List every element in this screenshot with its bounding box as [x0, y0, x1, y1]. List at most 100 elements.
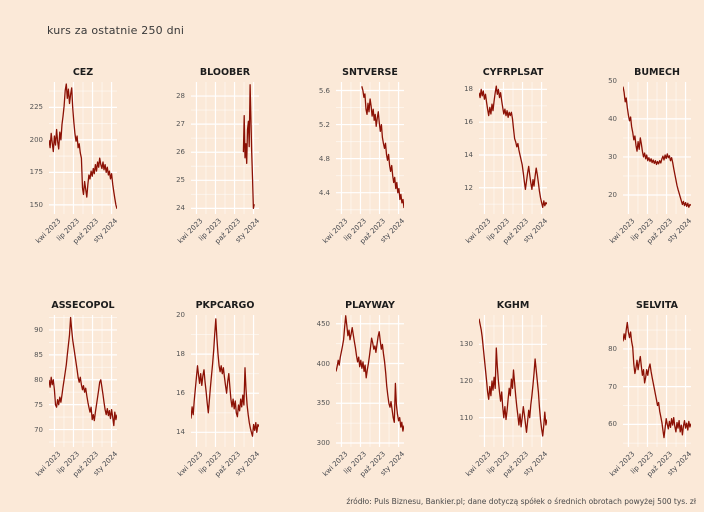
y-tick-label: 175 — [29, 168, 43, 177]
chart-playway: PLAYWAY 300 350 400 450 kwi 2023 lip 2023 paź 2… — [306, 293, 418, 483]
y-tick-label: 12 — [464, 183, 473, 192]
y-tick-label: 70 — [608, 382, 617, 391]
y-tick-label: 225 — [29, 103, 43, 112]
x-axis-labels: kwi 2023 lip 2023 paź 2023 sty 2024 — [593, 447, 704, 483]
y-tick-label: 20 — [608, 191, 617, 199]
y-tick-label: 14 — [464, 151, 473, 159]
chart-cez: CEZ 150 175 200 225 kwi 2023 lip 2023 paź 2023 s… — [19, 60, 131, 250]
y-tick-label: 110 — [459, 413, 473, 422]
chart-title: CEZ — [72, 67, 94, 78]
chart-plot — [479, 82, 547, 214]
y-tick-label: 400 — [316, 359, 330, 368]
chart-title: CYFRPLSAT — [482, 67, 544, 78]
price-line — [242, 84, 255, 210]
x-axis-labels: kwi 2023 lip 2023 paź 2023 sty 2024 — [19, 447, 131, 483]
y-tick-label: 4.8 — [318, 154, 330, 163]
x-axis-labels: kwi 2023 lip 2023 paź 2023 sty 2024 — [161, 214, 273, 250]
plot-area: 110 120 130 — [449, 315, 561, 447]
y-tick-label: 350 — [316, 399, 330, 408]
y-tick-label: 300 — [316, 439, 330, 447]
price-line — [336, 315, 404, 432]
y-tick-label: 18 — [176, 350, 185, 359]
price-line — [623, 321, 691, 439]
y-tick-label: 80 — [34, 375, 43, 384]
plot-area: 12 14 16 18 — [449, 82, 561, 214]
y-tick-label: 50 — [608, 76, 617, 85]
chart-plot — [49, 82, 117, 214]
y-tick-label: 25 — [176, 176, 185, 185]
y-tick-label: 130 — [459, 340, 473, 349]
chart-title: PKPCARGO — [195, 300, 255, 311]
x-tick-label: kwi 2023 — [320, 450, 350, 479]
chart-pkpcargo: PKPCARGO 14 16 18 20 kwi 2023 lip 2023 paź 2023… — [161, 293, 273, 483]
price-line — [191, 318, 259, 437]
chart-title: PLAYWAY — [345, 300, 395, 311]
y-tick-label: 60 — [608, 420, 617, 429]
y-tick-label: 75 — [34, 400, 43, 409]
y-tick-label: 150 — [29, 200, 43, 209]
y-tick-label: 85 — [34, 350, 43, 359]
plot-area: 300 350 400 450 — [306, 315, 418, 447]
plot-area: 150 175 200 225 — [19, 82, 131, 214]
x-axis-labels: kwi 2023 lip 2023 paź 2023 sty 2024 — [306, 447, 418, 483]
y-tick-label: 14 — [176, 428, 185, 437]
y-tick-label: 26 — [176, 148, 185, 157]
chart-title: BLOOBER — [199, 67, 251, 78]
plot-area: 20 30 40 50 — [593, 77, 704, 214]
y-tick-label: 120 — [459, 377, 473, 385]
chart-plot — [336, 82, 404, 214]
chart-plot — [191, 82, 259, 214]
chart-sntverse: SNTVERSE 4.4 4.8 5.2 5.6 kwi 2023 lip 2023 paź … — [306, 60, 418, 250]
page-title: kurs za ostatnie 250 dni — [47, 24, 185, 37]
x-tick-label: kwi 2023 — [33, 217, 63, 246]
chart-plot — [49, 315, 117, 447]
y-tick-label: 4.4 — [318, 188, 330, 197]
y-tick-label: 28 — [176, 92, 185, 100]
price-line — [479, 318, 547, 437]
y-tick-label: 450 — [316, 319, 330, 328]
x-axis-labels: kwi 2023 lip 2023 paź 2023 sty 2024 — [449, 447, 561, 483]
price-line — [479, 85, 547, 209]
chart-title: SNTVERSE — [342, 67, 398, 78]
y-tick-label: 40 — [608, 114, 617, 123]
chart-selvita: SELVITA 60 70 80 kwi 2023 lip 2023 paź 2023 sty… — [593, 293, 704, 483]
y-tick-label: 18 — [464, 85, 473, 94]
x-axis-labels: kwi 2023 lip 2023 paź 2023 sty 2024 — [593, 214, 704, 250]
y-tick-label: 90 — [34, 325, 43, 334]
plot-area: 24 25 26 27 28 — [161, 82, 273, 214]
x-axis-labels: kwi 2023 lip 2023 paź 2023 sty 2024 — [161, 447, 273, 483]
y-tick-label: 27 — [176, 120, 185, 129]
price-line — [623, 86, 691, 208]
x-tick-label: kwi 2023 — [607, 217, 637, 246]
chart-plot — [336, 315, 404, 447]
x-axis-labels: kwi 2023 lip 2023 paź 2023 sty 2024 — [306, 214, 418, 250]
chart-title: BUMECH — [634, 67, 680, 78]
chart-kghm: KGHM 110 120 130 kwi 2023 lip 2023 paź 2023 sty… — [449, 293, 561, 483]
chart-title: KGHM — [496, 300, 530, 311]
y-tick-label: 24 — [176, 204, 185, 213]
y-tick-label: 5.2 — [318, 120, 330, 129]
chart-title: SELVITA — [635, 300, 679, 311]
x-tick-label: kwi 2023 — [175, 450, 205, 479]
chart-cyfrplsat: CYFRPLSAT 12 14 16 18 kwi 2023 lip 2023 paź 202… — [449, 60, 561, 250]
source-caption: źródło: Puls Biznesu, Bankier.pl; dane d… — [346, 497, 696, 506]
chart-title: ASSECOPOL — [51, 300, 115, 311]
x-tick-label: kwi 2023 — [607, 450, 637, 479]
plot-area: 70 75 80 85 90 — [19, 315, 131, 447]
x-tick-label: kwi 2023 — [175, 217, 205, 246]
chart-plot — [623, 315, 691, 447]
y-tick-label: 80 — [608, 344, 617, 353]
chart-plot — [623, 82, 691, 214]
chart-plot — [479, 315, 547, 447]
price-line — [361, 86, 404, 209]
x-axis-labels: kwi 2023 lip 2023 paź 2023 sty 2024 — [19, 214, 131, 250]
chart-bloober: BLOOBER 24 25 26 27 28 kwi 2023 lip 2023 paź 202… — [161, 60, 273, 250]
price-line — [49, 316, 117, 427]
y-tick-label: 20 — [176, 311, 185, 319]
x-tick-label: kwi 2023 — [463, 217, 493, 246]
chart-assecopol: ASSECOPOL 70 75 80 85 90 kwi 2023 lip 2023 paź 2… — [19, 293, 131, 483]
x-tick-label: kwi 2023 — [33, 450, 63, 479]
y-tick-label: 16 — [176, 389, 185, 398]
price-line — [49, 83, 117, 209]
plot-area: 4.4 4.8 5.2 5.6 — [306, 82, 418, 214]
